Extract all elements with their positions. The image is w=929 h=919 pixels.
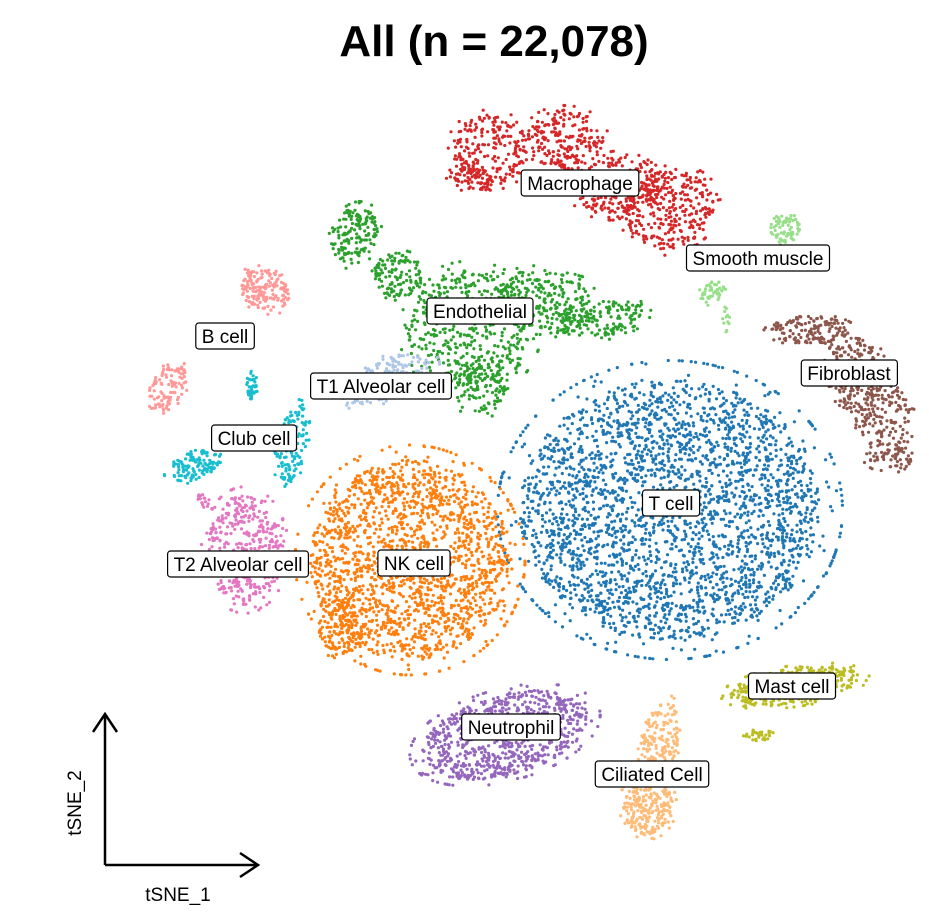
x-axis-label: tSNE_1	[145, 885, 210, 906]
cluster-points-t-cell	[496, 358, 845, 662]
x-axis-arrow	[105, 851, 261, 879]
y-axis-label: tSNE_2	[65, 770, 86, 835]
cluster-label-fibroblast: Fibroblast	[800, 359, 898, 387]
cluster-label-macrophage: Macrophage	[520, 169, 640, 197]
cluster-points-fibroblast	[762, 314, 916, 474]
cluster-label-endothelial: Endothelial	[426, 297, 534, 325]
cluster-label-t1-alveolar-cell: T1 Alveolar cell	[310, 372, 453, 400]
cluster-label-ciliated-cell: Ciliated Cell	[594, 760, 710, 788]
cluster-points-smooth-muscle	[698, 214, 802, 334]
cluster-label-smooth-muscle: Smooth muscle	[685, 244, 831, 272]
cluster-label-t2-alveolar-cell: T2 Alveolar cell	[167, 550, 310, 578]
cluster-label-club-cell: Club cell	[211, 424, 298, 452]
cluster-labels: Macrophage Smooth muscle Endothelial B cell…	[167, 169, 898, 788]
cluster-points-macrophage	[444, 103, 722, 257]
y-axis-arrow	[91, 711, 119, 865]
cluster-label-t-cell: T cell	[641, 489, 701, 517]
axis-arrows: tSNE_2 tSNE_1	[65, 711, 261, 906]
cluster-points-b-cell	[148, 264, 291, 415]
cluster-label-neutrophil: Neutrophil	[461, 713, 561, 741]
cluster-label-nk-cell: NK cell	[377, 549, 451, 577]
cluster-points-t2-alveolar-cell	[196, 485, 291, 615]
chart-title: All (n = 22,078)	[339, 17, 648, 66]
cluster-label-mast-cell: Mast cell	[747, 672, 837, 700]
cluster-label-b-cell: B cell	[195, 322, 255, 350]
